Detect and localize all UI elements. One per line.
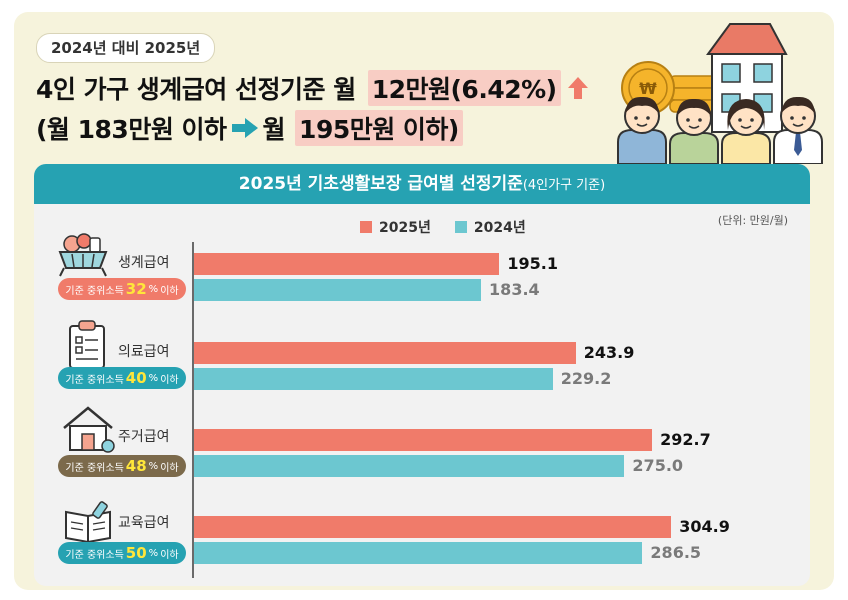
badge-percent: 48 — [125, 457, 147, 475]
headline-line-1: 4인 가구 생계급여 선정기준 월 12만원(6.42%) — [36, 70, 589, 106]
badge-prefix: 기준 중위소득 — [65, 374, 124, 386]
badge-suffix: 이하 — [160, 374, 179, 386]
value-label-housing-2024: 275.0 — [632, 456, 684, 475]
bar-living-2024 — [194, 279, 482, 301]
criteria-badge-medical: 기준 중위소득 40% 이하 — [58, 367, 186, 389]
legend-swatch-2025 — [360, 221, 372, 233]
svg-text:₩: ₩ — [639, 79, 657, 98]
bar-education-2025 — [194, 516, 672, 538]
value-label-housing-2025: 292.7 — [660, 430, 711, 449]
headline-text: 4인 가구 생계급여 선정기준 월 — [36, 75, 356, 104]
badge-suffix: 이하 — [160, 549, 179, 561]
headline-line-2: (월 183만원 이하 월 195만원 이하) — [36, 110, 463, 146]
badge-percent-unit: % — [148, 283, 159, 295]
badge-percent-unit: % — [148, 372, 159, 384]
criteria-badge-living: 기준 중위소득 32% 이하 — [58, 278, 186, 300]
value-label-living-2024: 183.4 — [489, 280, 540, 299]
medical-chart-icon — [69, 320, 105, 369]
comparison-pill: 2024년 대비 2025년 — [36, 33, 216, 63]
food-basket-icon — [58, 233, 108, 277]
category-label-education: 교육급여 — [118, 515, 170, 531]
badge-prefix: 기준 중위소득 — [65, 285, 124, 297]
bar-medical-2024 — [194, 368, 553, 390]
chart-title-main: 2025년 기초생활보장 급여별 선정기준 — [238, 174, 523, 194]
badge-suffix: 이하 — [160, 462, 179, 474]
chart-legend: 2025년 2024년 — [360, 217, 526, 237]
family-icon: ₩ — [617, 23, 823, 164]
up-arrow-icon — [567, 77, 588, 99]
badge-prefix: 기준 중위소득 — [65, 462, 124, 474]
criteria-badge-housing: 기준 중위소득 48% 이하 — [58, 455, 186, 477]
building-icon — [706, 23, 788, 133]
unit-label: (단위: 만원/월) — [717, 214, 788, 227]
value-label-medical-2024: 229.2 — [560, 369, 612, 388]
badge-prefix: 기준 중위소득 — [65, 549, 124, 561]
legend-label-2025: 2025년 — [379, 220, 431, 236]
category-axis-line — [192, 242, 194, 578]
house-icon — [63, 406, 115, 453]
bar-education-2024 — [194, 542, 643, 564]
value-label-medical-2025: 243.9 — [583, 343, 635, 362]
person-2-icon — [669, 98, 719, 164]
bar-medical-2025 — [194, 342, 576, 364]
legend-swatch-2024 — [454, 221, 467, 233]
chart-title: 2025년 기초생활보장 급여별 선정기준(4인가구 기준) — [34, 164, 810, 204]
legend-label-2024: 2024년 — [473, 220, 526, 236]
category-label-living: 생계급여 — [118, 255, 170, 271]
right-arrow-icon — [231, 118, 258, 138]
criteria-badge-education: 기준 중위소득 50% 이하 — [58, 542, 186, 564]
bar-living-2025 — [194, 253, 500, 275]
badge-suffix: 이하 — [160, 285, 179, 297]
headline-to-text: 월 — [262, 115, 286, 144]
legend-item-2025: 2025년 — [360, 217, 431, 237]
badge-percent: 40 — [125, 369, 147, 387]
headline-highlight-new-limit: 195만원 이하) — [295, 110, 463, 146]
person-4-icon — [773, 96, 823, 164]
value-label-education-2025: 304.9 — [679, 517, 730, 536]
value-label-living-2025: 195.1 — [507, 254, 558, 273]
badge-percent: 50 — [125, 544, 147, 562]
person-1-icon — [617, 96, 667, 164]
books-icon — [65, 501, 111, 544]
category-label-housing: 주거급여 — [118, 429, 170, 445]
headline-from-text: (월 183만원 이하 — [36, 115, 227, 144]
badge-percent-unit: % — [148, 460, 159, 472]
headline-highlight-increase: 12만원(6.42%) — [367, 70, 561, 106]
bar-housing-2024 — [194, 455, 625, 477]
value-label-education-2024: 286.5 — [650, 543, 702, 562]
chart-title-sub: (4인가구 기준) — [522, 178, 606, 193]
category-label-medical: 의료급여 — [118, 344, 170, 360]
legend-item-2024: 2024년 — [454, 217, 526, 237]
bar-housing-2025 — [194, 429, 653, 451]
badge-percent-unit: % — [148, 547, 159, 559]
badge-percent: 32 — [125, 280, 147, 298]
chart-panel: 2025년 기초생활보장 급여별 선정기준(4인가구 기준) (단위: 만원/월… — [34, 164, 810, 586]
person-3-icon — [721, 99, 771, 164]
